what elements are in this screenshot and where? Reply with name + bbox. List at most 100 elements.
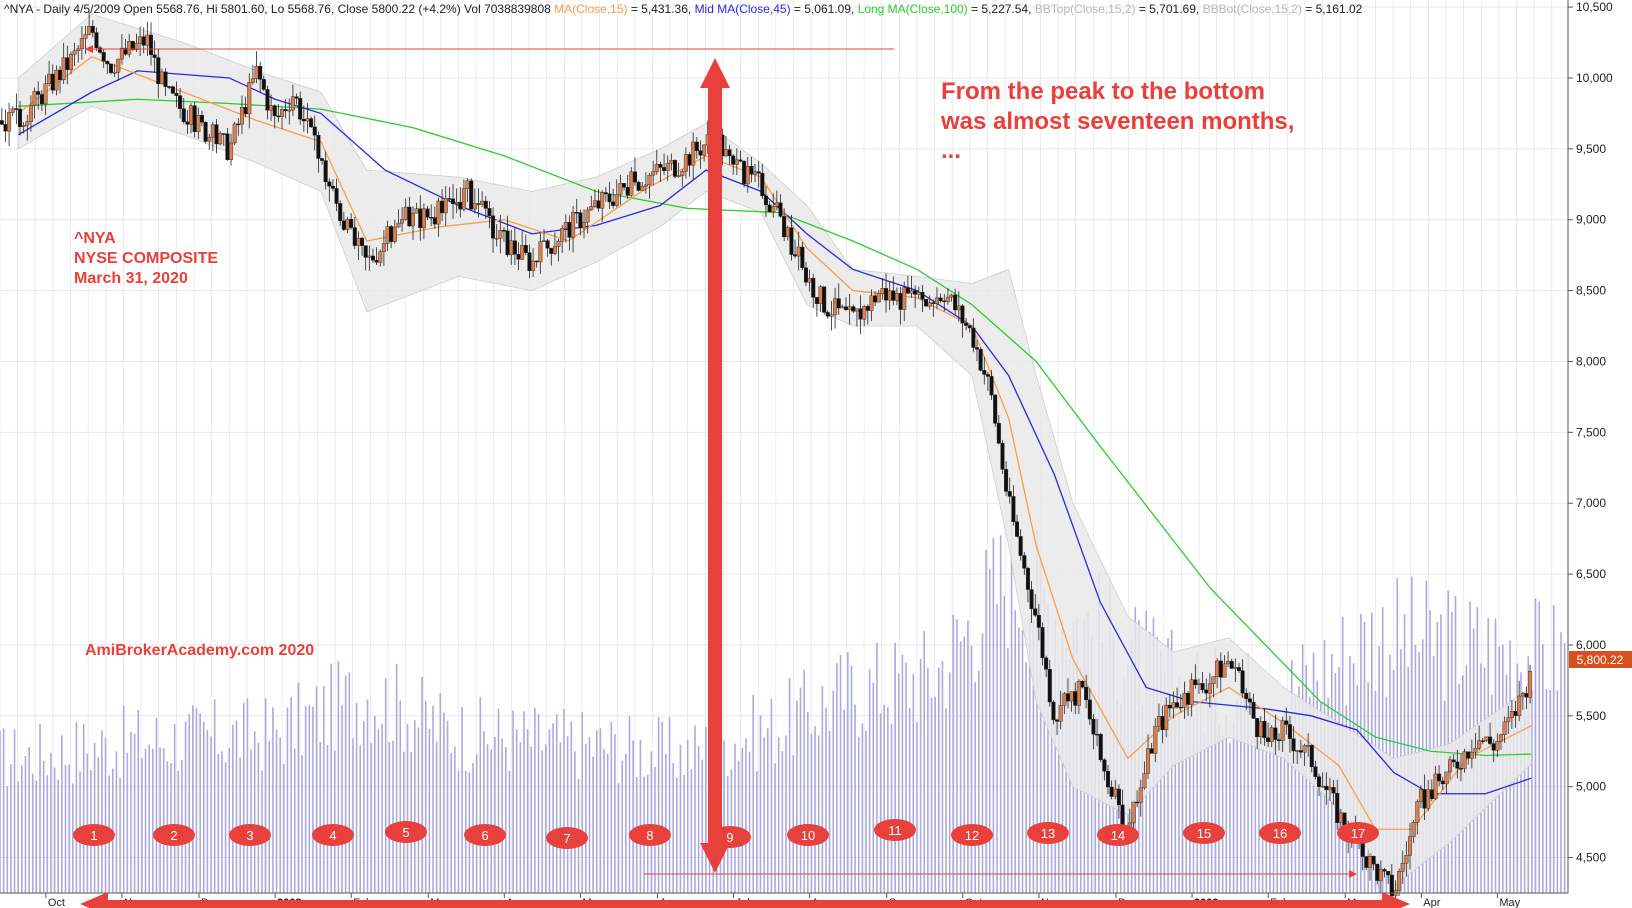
- index-name-label: NYSE COMPOSITE: [74, 250, 218, 267]
- candle-up: [676, 175, 681, 177]
- y-tick-label: 9,500: [1576, 142, 1606, 156]
- candle-down: [505, 230, 510, 256]
- candle-up: [1226, 660, 1231, 665]
- candle-up: [774, 202, 779, 207]
- candle-down: [1262, 721, 1267, 738]
- candle-up: [880, 288, 885, 294]
- candle-up: [862, 306, 867, 320]
- candle-up: [414, 208, 419, 214]
- candle-down: [149, 34, 154, 55]
- candle-up: [1156, 716, 1161, 727]
- candle-up: [585, 209, 590, 223]
- candle-down: [632, 171, 637, 183]
- candle-down: [1386, 870, 1391, 876]
- candle-down: [1317, 776, 1322, 787]
- candle-down: [243, 107, 248, 115]
- header-bbbot-value: = 5,161.02: [1302, 2, 1363, 16]
- candle-down: [1084, 686, 1089, 701]
- candle-down: [767, 204, 772, 213]
- candle-down: [178, 95, 183, 109]
- candle-down: [276, 115, 281, 118]
- y-axis-ticks: 4,500 5,000 5,500 6,000 6,500 7,000 7,500 8,000…: [1568, 0, 1613, 865]
- candle-up: [1528, 671, 1533, 698]
- month-marker-label: 1: [90, 828, 97, 843]
- candle-down: [607, 193, 612, 203]
- candle-down: [1466, 751, 1471, 759]
- candle-down: [261, 79, 266, 90]
- month-marker: [1259, 822, 1301, 844]
- candle-down: [1244, 692, 1249, 699]
- candle-down: [298, 98, 303, 120]
- header-bbtop-value: = 5,701.69,: [1136, 2, 1203, 16]
- candle-down: [447, 198, 452, 200]
- candle-down: [1488, 736, 1493, 744]
- candle-down: [534, 260, 539, 263]
- month-marker-label: 16: [1273, 826, 1287, 841]
- candle-down: [141, 36, 146, 46]
- candle-up: [1062, 693, 1067, 706]
- candle-up: [683, 154, 688, 172]
- candle-up: [385, 226, 390, 244]
- candle-up: [531, 260, 536, 271]
- candle-up: [356, 237, 361, 246]
- candle-down: [1491, 743, 1496, 751]
- candle-down: [185, 121, 190, 125]
- note-line-1: From the peak to the bottom: [941, 78, 1265, 105]
- candle-down: [891, 290, 896, 301]
- candle-down: [1015, 521, 1020, 537]
- candle-up: [443, 198, 448, 214]
- candle-up: [1207, 683, 1212, 694]
- candle-down: [192, 105, 197, 132]
- candle-down: [94, 32, 99, 48]
- y-tick-label: 7,000: [1576, 496, 1606, 510]
- candle-up: [956, 305, 961, 311]
- y-tick-label: 5,000: [1576, 780, 1606, 794]
- candle-down: [1331, 787, 1336, 794]
- candle-down: [924, 299, 929, 307]
- candle-up: [680, 171, 685, 176]
- candle-down: [1000, 442, 1005, 470]
- candle-up: [465, 180, 470, 189]
- candle-down: [1004, 469, 1009, 492]
- candle-down: [1451, 759, 1456, 763]
- candle-up: [556, 240, 561, 247]
- candle-up: [1327, 787, 1332, 791]
- candle-down: [905, 287, 910, 294]
- month-marker-label: 11: [888, 823, 902, 838]
- candle-up: [7, 112, 12, 132]
- candle-down: [1455, 761, 1460, 769]
- candle-up: [651, 171, 656, 176]
- candle-down: [978, 349, 983, 371]
- candle-up: [189, 105, 194, 125]
- candle-down: [763, 195, 768, 206]
- candle-down: [1135, 801, 1140, 804]
- candle-up: [378, 251, 383, 263]
- header-bbtop-label: BBTop(Close,15,2): [1035, 2, 1136, 16]
- candle-up: [654, 164, 659, 173]
- candle-down: [389, 226, 394, 242]
- candle-down: [672, 160, 677, 177]
- ticker-label: ^NYA: [74, 230, 116, 247]
- header-ma-long-label: Long MA(Close,100): [858, 2, 968, 16]
- candle-up: [498, 230, 503, 239]
- candle-up: [54, 69, 59, 91]
- candle-up: [290, 96, 295, 111]
- candle-down: [3, 124, 8, 132]
- candle-down: [611, 201, 616, 206]
- month-marker: [385, 821, 427, 843]
- candle-down: [1167, 704, 1172, 709]
- candle-up: [538, 241, 543, 263]
- candle-down: [320, 158, 325, 161]
- candle-down: [425, 208, 430, 218]
- candle-up: [367, 255, 372, 258]
- candle-up: [1189, 679, 1194, 705]
- candle-down: [1018, 536, 1023, 556]
- candle-up: [410, 212, 415, 227]
- candle-down: [811, 278, 816, 298]
- candle-up: [734, 159, 739, 165]
- candle-up: [229, 142, 234, 160]
- candle-down: [942, 300, 947, 303]
- month-marker: [73, 824, 115, 846]
- candle-up: [1058, 705, 1063, 722]
